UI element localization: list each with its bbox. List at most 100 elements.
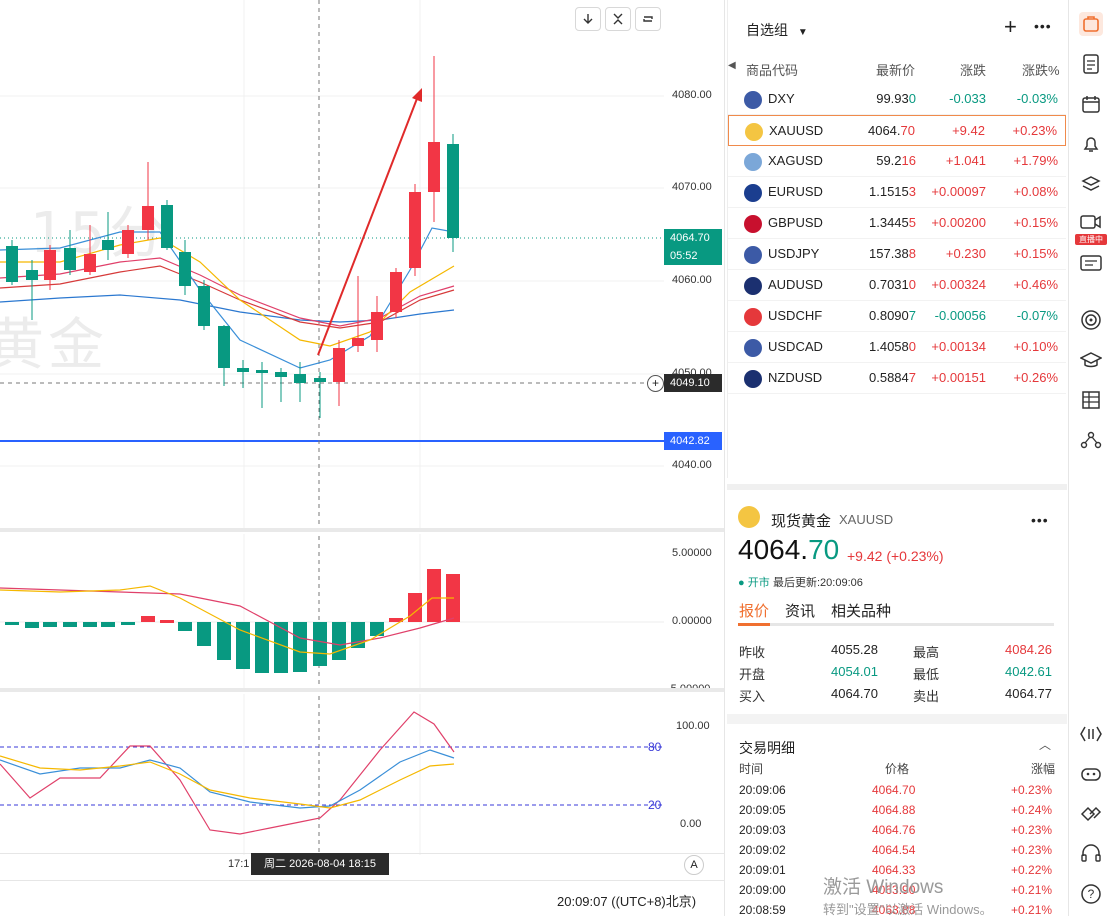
row-change: +0.00200 <box>931 215 986 230</box>
target-icon[interactable] <box>1079 308 1103 332</box>
col-symbol[interactable]: 商品代码 <box>746 63 799 78</box>
uk-flag-icon <box>744 215 762 233</box>
candle-body <box>314 378 326 382</box>
us-flag-icon <box>744 339 762 357</box>
detail-more-icon[interactable]: ••• <box>1031 512 1049 528</box>
os-activation-title: 激活 Windows <box>823 877 944 898</box>
watchlist-group-dropdown[interactable]: 自选组 ▼ <box>746 20 808 40</box>
eu-flag-icon <box>744 184 762 202</box>
robot-icon[interactable] <box>1079 762 1103 786</box>
open-label: 开盘 <box>739 667 766 682</box>
macd-bar <box>83 622 97 627</box>
scroll-down-button[interactable] <box>575 7 601 31</box>
watchlist-title: 自选组 <box>746 22 788 38</box>
macd-bar <box>427 569 441 622</box>
watchlist-row[interactable]: GBPUSD 1.34455 +0.00200 +0.15% <box>728 208 1066 239</box>
auto-scale-button[interactable]: A <box>684 855 704 875</box>
row-last-tail: 8 <box>908 246 916 261</box>
row-change-pct: +0.46% <box>1013 277 1058 292</box>
candle-body <box>142 206 154 230</box>
add-alert-plus-icon[interactable]: + <box>647 375 664 392</box>
watchlist-icon[interactable] <box>1079 12 1103 36</box>
calendar-icon[interactable] <box>1079 92 1103 116</box>
watchlist-row[interactable]: XAGUSD 59.216 +1.041 +1.79% <box>728 146 1066 177</box>
trade-time: 20:09:05 <box>739 803 786 817</box>
row-last: 59.216 <box>876 146 916 176</box>
col-change[interactable]: 涨跌 <box>960 63 987 78</box>
candle-body <box>84 254 96 272</box>
ma-line-blue <box>0 294 455 323</box>
trades-col-price: 价格 <box>885 762 910 776</box>
pane-separator[interactable] <box>0 528 724 532</box>
graduation-cap-icon[interactable] <box>1079 348 1103 372</box>
watchlist-row[interactable]: USDCHF 0.80907 -0.00056 -0.07% <box>728 301 1066 332</box>
os-activation-hint: 转到"设置"以激活 Windows。 <box>823 902 993 917</box>
row-symbol: USDJPY <box>768 246 820 261</box>
collapse-triangle-icon[interactable]: ◀ <box>728 60 736 71</box>
refresh-button[interactable] <box>635 7 661 31</box>
macd-axis-label: 0.00000 <box>672 615 712 627</box>
kdj-axis-label: 0.00 <box>680 818 702 830</box>
watchlist-row[interactable]: NZDUSD 0.58847 +0.00151 +0.26% <box>728 363 1066 394</box>
svg-text:?: ? <box>1088 887 1095 901</box>
watchlist-row[interactable]: USDJPY 157.388 +0.230 +0.15% <box>728 239 1066 270</box>
macd-bar <box>255 622 269 673</box>
candle-body <box>371 312 383 340</box>
layers-icon[interactable] <box>1079 172 1103 196</box>
macd-bar <box>160 620 174 623</box>
watchlist-row[interactable]: XAUUSD 4064.70 +9.42 +0.23% <box>728 115 1066 146</box>
status-clock[interactable]: 20:09:07 ((UTC+8)北京) <box>557 891 696 910</box>
headset-icon[interactable] <box>1079 842 1103 866</box>
chart-watermark-name: 黄金 <box>0 313 108 378</box>
gold-coin-icon <box>745 123 763 141</box>
trade-time: 20:09:03 <box>739 823 786 837</box>
handshake-icon[interactable] <box>1079 802 1103 826</box>
trade-pct: +0.24% <box>1011 803 1053 817</box>
row-last-tail: 7 <box>908 370 916 385</box>
chart-pane[interactable]: 15分 黄金 <box>0 0 725 916</box>
notes-icon[interactable] <box>1079 52 1103 76</box>
tab-quote[interactable]: 报价 <box>739 603 770 620</box>
trades-col-pct: 涨幅 <box>1031 762 1056 776</box>
tab-related[interactable]: 相关品种 <box>831 603 892 620</box>
current-price-tag: 4064.70 <box>664 229 722 247</box>
table-icon[interactable] <box>1079 388 1103 412</box>
pane-separator[interactable] <box>0 688 724 692</box>
col-change-pct[interactable]: 涨跌% <box>1022 63 1060 78</box>
more-menu-icon[interactable]: ••• <box>1034 18 1052 34</box>
row-change-pct: -0.03% <box>1016 91 1058 106</box>
add-symbol-plus-icon[interactable]: + <box>1004 14 1017 39</box>
watchlist-panel: 自选组 ▼ + ••• ◀ 商品代码 最新价 涨跌 涨跌% DXY 99.930-… <box>727 0 1068 478</box>
low-label: 最低 <box>913 667 940 682</box>
watchlist-row[interactable]: AUDUSD 0.70310 +0.00324 +0.46% <box>728 270 1066 301</box>
code-brackets-icon[interactable] <box>1079 722 1103 746</box>
network-icon[interactable] <box>1079 428 1103 452</box>
row-symbol: USDCAD <box>768 339 823 354</box>
help-icon[interactable]: ? <box>1079 882 1103 906</box>
macd-bar <box>332 622 346 660</box>
watchlist-row[interactable]: USDCAD 1.40580 +0.00134 +0.10% <box>728 332 1066 363</box>
chevron-up-icon[interactable]: ︿ <box>1039 738 1052 752</box>
row-last-tail: 3 <box>908 184 916 199</box>
row-last-main: 59.2 <box>876 153 902 168</box>
tab-news[interactable]: 资讯 <box>785 603 816 620</box>
col-last[interactable]: 最新价 <box>876 63 916 78</box>
row-last-main: 0.7031 <box>869 277 909 292</box>
row-change: +9.42 <box>952 123 985 138</box>
trade-price: 4064.70 <box>872 783 916 797</box>
detail-price-tail: 70 <box>808 534 840 565</box>
watchlist-row[interactable]: EURUSD 1.15153 +0.00097 +0.08% <box>728 177 1066 208</box>
row-change-pct: -0.07% <box>1016 308 1058 323</box>
bell-icon[interactable] <box>1079 132 1103 156</box>
chevron-down-icon: ▼ <box>797 27 808 38</box>
chat-icon[interactable] <box>1079 252 1103 276</box>
row-change-pct: +0.23% <box>1012 123 1057 138</box>
row-last-main: 0.5884 <box>869 370 909 385</box>
prev-close-value: 4055.28 <box>831 642 878 657</box>
candle-body <box>179 252 191 286</box>
trade-price: 4064.54 <box>872 843 916 857</box>
live-video-icon[interactable] <box>1079 210 1103 234</box>
collapse-button[interactable] <box>605 7 631 31</box>
detail-symbol: XAUUSD <box>839 512 894 527</box>
watchlist-row[interactable]: DXY 99.930 -0.033 -0.03% <box>728 84 1066 115</box>
